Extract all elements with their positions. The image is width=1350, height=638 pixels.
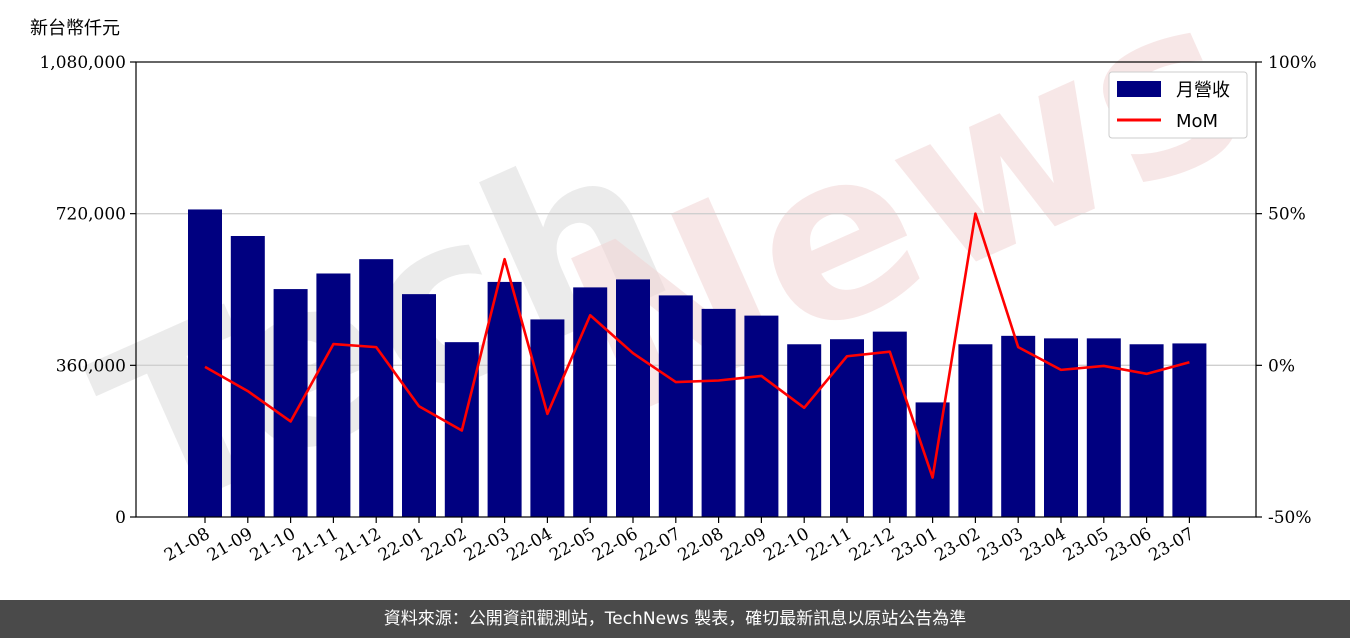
left-tick-label-0: 0 bbox=[115, 508, 126, 528]
x-tick-label-22-01: 22-01 bbox=[375, 524, 427, 566]
bar-21-09 bbox=[231, 236, 265, 517]
x-tick-label-23-02: 23-02 bbox=[931, 524, 983, 566]
x-tick-label-22-10: 22-10 bbox=[760, 524, 812, 566]
bar-22-07 bbox=[659, 295, 693, 517]
right-tick-label-2: 50% bbox=[1268, 205, 1306, 225]
bar-21-12 bbox=[359, 259, 393, 517]
legend-label-mom: MoM bbox=[1176, 111, 1218, 132]
bar-22-04 bbox=[530, 319, 564, 517]
x-tick-label-23-03: 23-03 bbox=[974, 524, 1026, 566]
x-tick-label-22-09: 22-09 bbox=[717, 524, 769, 566]
legend-label-revenue: 月營收 bbox=[1176, 80, 1230, 101]
bar-22-10 bbox=[787, 344, 821, 517]
left-tick-label-3: 1,080,000 bbox=[39, 53, 126, 73]
x-tick-label-22-03: 22-03 bbox=[461, 524, 513, 566]
bar-22-05 bbox=[573, 287, 607, 517]
x-tick-label-23-04: 23-04 bbox=[1017, 524, 1069, 566]
source-footer: 資料來源：公開資訊觀測站，TechNews 製表，確切最新訊息以原站公告為準 bbox=[0, 600, 1350, 638]
bar-22-09 bbox=[744, 316, 778, 517]
right-y-axis: -50% 0% 50% 100% bbox=[1256, 53, 1317, 528]
x-tick-label-22-12: 22-12 bbox=[846, 524, 898, 566]
x-tick-label-22-06: 22-06 bbox=[589, 524, 641, 566]
bar-22-06 bbox=[616, 279, 650, 517]
bar-23-02 bbox=[958, 344, 992, 517]
x-tick-label-22-04: 22-04 bbox=[503, 524, 555, 566]
x-axis: 21-0821-0921-1021-1121-1222-0122-0222-03… bbox=[161, 517, 1198, 566]
bar-21-08 bbox=[188, 209, 222, 517]
x-tick-label-22-07: 22-07 bbox=[632, 524, 684, 566]
bar-23-04 bbox=[1044, 338, 1078, 517]
x-tick-label-21-12: 21-12 bbox=[332, 524, 384, 566]
bar-23-03 bbox=[1001, 336, 1035, 517]
right-tick-label-3: 100% bbox=[1268, 53, 1317, 73]
right-tick-label-1: 0% bbox=[1268, 356, 1295, 376]
x-tick-label-23-01: 23-01 bbox=[889, 524, 941, 566]
bar-21-10 bbox=[274, 289, 308, 517]
x-tick-label-22-11: 22-11 bbox=[803, 524, 855, 566]
x-tick-label-21-11: 21-11 bbox=[289, 524, 341, 566]
x-tick-label-22-02: 22-02 bbox=[418, 524, 470, 566]
bar-23-01 bbox=[916, 402, 950, 517]
x-tick-label-23-07: 23-07 bbox=[1145, 524, 1197, 566]
x-tick-label-23-06: 23-06 bbox=[1103, 524, 1155, 566]
x-tick-label-22-08: 22-08 bbox=[675, 524, 727, 566]
x-tick-label-23-05: 23-05 bbox=[1060, 524, 1112, 566]
bar-21-11 bbox=[316, 273, 350, 517]
legend: 月營收 MoM bbox=[1109, 72, 1247, 138]
legend-swatch-bar bbox=[1117, 81, 1161, 97]
bar-22-08 bbox=[702, 309, 736, 517]
bar-22-03 bbox=[488, 282, 522, 517]
bar-22-12 bbox=[873, 332, 907, 517]
bar-22-11 bbox=[830, 339, 864, 517]
right-tick-label-0: -50% bbox=[1268, 508, 1312, 528]
left-tick-label-1: 360,000 bbox=[56, 356, 126, 376]
left-tick-label-2: 720,000 bbox=[56, 205, 126, 225]
bar-23-07 bbox=[1172, 343, 1206, 517]
x-tick-label-22-05: 22-05 bbox=[546, 524, 598, 566]
